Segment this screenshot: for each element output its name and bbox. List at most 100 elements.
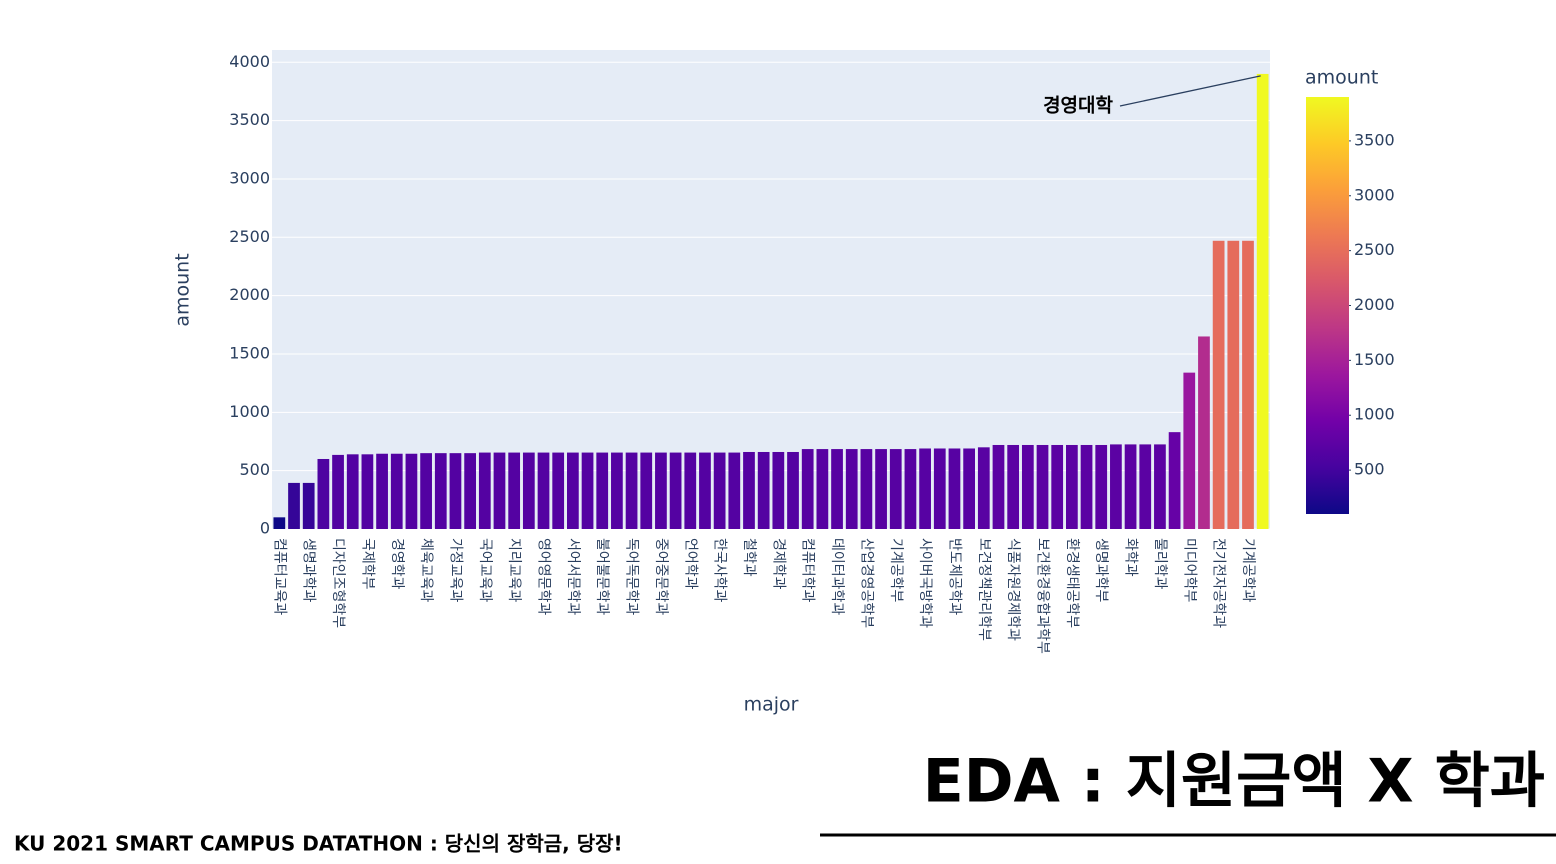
x-tick-label: 컴퓨터교육과	[271, 538, 287, 615]
bar	[346, 454, 359, 529]
bar	[963, 448, 976, 529]
x-tick-label: 미디어학부	[1181, 538, 1197, 603]
y-tick-label: 2000	[229, 285, 270, 304]
bar	[787, 451, 799, 529]
bar	[537, 452, 550, 529]
footer: KU 2021 SMART CAMPUS DATATHON : 당신의 장학금,…	[14, 832, 623, 856]
bar	[669, 452, 682, 529]
annotation: 경영대학	[1043, 95, 1113, 117]
y-tick-label: 500	[239, 460, 270, 479]
x-tick-label: 데이터과학과	[829, 538, 845, 615]
bar	[1051, 444, 1064, 529]
bar	[757, 451, 770, 529]
y-tick-label: 3000	[229, 168, 270, 187]
bar	[361, 454, 374, 529]
y-axis-label: amount	[172, 253, 194, 326]
bar	[977, 447, 990, 529]
x-tick-label: 경제학과	[770, 538, 786, 590]
bar	[611, 452, 623, 529]
y-tick-label: 2500	[229, 227, 270, 246]
y-tick-label: 4000	[229, 52, 270, 71]
x-tick-label: 서어서문학과	[565, 538, 581, 615]
bar	[508, 452, 521, 529]
colorbar	[1306, 97, 1349, 514]
x-tick-label: 보건정책관리학부	[976, 538, 992, 641]
bar	[1256, 73, 1269, 529]
x-tick-label: 사이버국방학과	[917, 538, 933, 628]
bar	[390, 453, 403, 529]
bar	[1168, 432, 1181, 529]
bar	[566, 452, 579, 529]
x-tick-label: 기계공학부	[888, 538, 904, 603]
bar	[1212, 240, 1225, 529]
x-tick-label: 국어교육과	[477, 538, 493, 603]
bar	[919, 448, 931, 529]
y-tick-label: 3500	[229, 110, 270, 129]
colorbar-tick-label: 2500	[1354, 240, 1395, 259]
x-tick-label: 중어중문학과	[653, 538, 669, 615]
y-tick-label: 0	[260, 519, 270, 538]
bar	[1095, 444, 1108, 529]
bar	[273, 517, 286, 529]
colorbar-tick-label: 2000	[1354, 295, 1395, 314]
bar	[405, 453, 418, 529]
bar	[816, 449, 829, 529]
annotation-arrow	[1119, 75, 1261, 107]
colorbar-tick-label: 3500	[1354, 130, 1395, 149]
colorbar-tick-label: 500	[1354, 460, 1385, 479]
bar	[875, 449, 887, 529]
colorbar-title: amount	[1305, 67, 1378, 89]
x-tick-label: 전기전자공학과	[1211, 538, 1227, 628]
bar	[332, 454, 344, 529]
x-tick-label: 경영학과	[389, 538, 405, 590]
bar	[449, 453, 462, 529]
bar	[713, 452, 726, 529]
bar	[948, 448, 961, 529]
bar	[933, 448, 946, 529]
bar	[552, 452, 565, 529]
bar	[699, 452, 711, 529]
x-tick-label: 물리학과	[1152, 538, 1168, 590]
bar	[1065, 444, 1078, 529]
bar	[1124, 444, 1137, 529]
x-tick-label: 컴퓨터학과	[800, 538, 816, 603]
bar	[831, 449, 843, 529]
bar	[801, 449, 814, 529]
bar	[317, 458, 330, 529]
bar	[493, 452, 506, 529]
x-tick-label: 가정교육과	[447, 538, 463, 603]
slide-title: EDA : 지원금액 X 학과	[923, 747, 1545, 817]
bar	[522, 452, 535, 529]
x-axis-label: major	[744, 694, 799, 716]
bar	[728, 452, 741, 529]
bar	[743, 451, 755, 529]
bar	[596, 452, 609, 529]
colorbar-tick-label: 1500	[1354, 350, 1395, 369]
bar	[904, 449, 917, 529]
x-tick-label: 철학과	[741, 538, 757, 577]
x-tick-label: 반도체공학과	[946, 538, 962, 615]
bar	[655, 452, 667, 529]
bar	[434, 453, 447, 529]
bar	[1154, 444, 1166, 529]
y-tick-label: 1500	[229, 343, 270, 362]
bar	[845, 449, 858, 529]
x-tick-label: 기계공학과	[1240, 538, 1256, 603]
bar	[860, 449, 873, 529]
x-tick-label: 디자인조형학부	[330, 538, 346, 628]
x-tick-label: 영어영문학과	[536, 538, 552, 615]
x-tick-label: 체육교육과	[418, 538, 434, 603]
bar	[772, 451, 785, 529]
bar	[625, 452, 638, 529]
bar	[1110, 444, 1122, 529]
y-tick-label: 1000	[229, 402, 270, 421]
x-tick-label: 국제학부	[359, 538, 375, 590]
x-tick-label: 불어불문학과	[594, 538, 610, 615]
x-tick-label: 식품자원경제학과	[1005, 538, 1021, 641]
bar	[464, 453, 477, 529]
bar	[1007, 444, 1020, 529]
bar	[1227, 240, 1240, 529]
x-tick-label: 환경생태공학부	[1064, 538, 1080, 628]
colorbar-tick-label: 1000	[1354, 405, 1395, 424]
